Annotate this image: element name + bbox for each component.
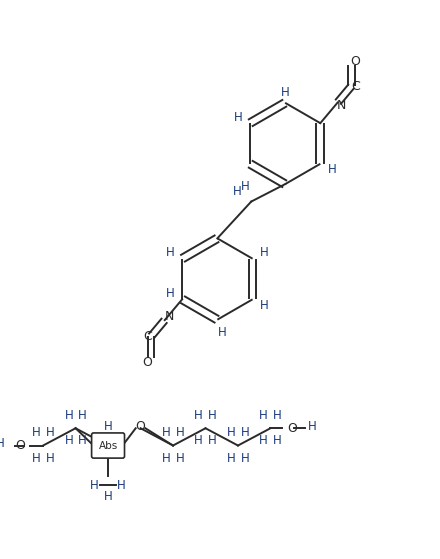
Text: O: O — [15, 439, 25, 452]
Text: O: O — [136, 420, 146, 433]
Text: H: H — [240, 427, 249, 439]
Text: H: H — [176, 452, 184, 465]
Text: H: H — [308, 420, 316, 433]
Text: H: H — [104, 420, 113, 433]
Text: H: H — [227, 427, 235, 439]
Text: H: H — [281, 86, 290, 99]
Text: H: H — [162, 427, 171, 439]
Text: H: H — [162, 452, 171, 465]
Text: H: H — [166, 287, 175, 300]
Text: H: H — [240, 452, 249, 465]
Text: H: H — [234, 111, 242, 124]
Text: H: H — [117, 479, 126, 492]
Text: H: H — [208, 434, 216, 447]
Text: H: H — [32, 427, 40, 439]
Text: H: H — [260, 247, 268, 259]
FancyBboxPatch shape — [92, 433, 125, 458]
Text: Abs: Abs — [99, 440, 117, 451]
Text: H: H — [104, 490, 113, 503]
Text: O: O — [287, 421, 297, 435]
Text: H: H — [32, 452, 40, 465]
Text: H: H — [260, 299, 268, 312]
Text: H: H — [259, 409, 268, 422]
Text: H: H — [176, 427, 184, 439]
Text: H: H — [166, 247, 175, 259]
Text: H: H — [259, 434, 268, 447]
Text: H: H — [233, 186, 242, 198]
Text: N: N — [337, 99, 346, 112]
Text: H: H — [64, 434, 73, 447]
Text: H: H — [327, 163, 336, 176]
Text: H: H — [227, 452, 235, 465]
Text: O: O — [142, 356, 152, 369]
Text: H: H — [90, 479, 99, 492]
Text: H: H — [218, 326, 227, 339]
Text: H: H — [208, 409, 216, 422]
Text: N: N — [165, 310, 174, 323]
Text: H: H — [45, 452, 54, 465]
Text: H: H — [78, 434, 87, 447]
Text: H: H — [0, 437, 5, 450]
Text: C: C — [143, 330, 151, 343]
Text: H: H — [78, 409, 87, 422]
Text: H: H — [64, 409, 73, 422]
Text: H: H — [194, 434, 203, 447]
Text: H: H — [241, 179, 250, 193]
Text: O: O — [350, 55, 360, 68]
Text: H: H — [45, 427, 54, 439]
Text: C: C — [351, 79, 359, 93]
Text: H: H — [273, 409, 282, 422]
Text: H: H — [194, 409, 203, 422]
Text: H: H — [273, 434, 282, 447]
